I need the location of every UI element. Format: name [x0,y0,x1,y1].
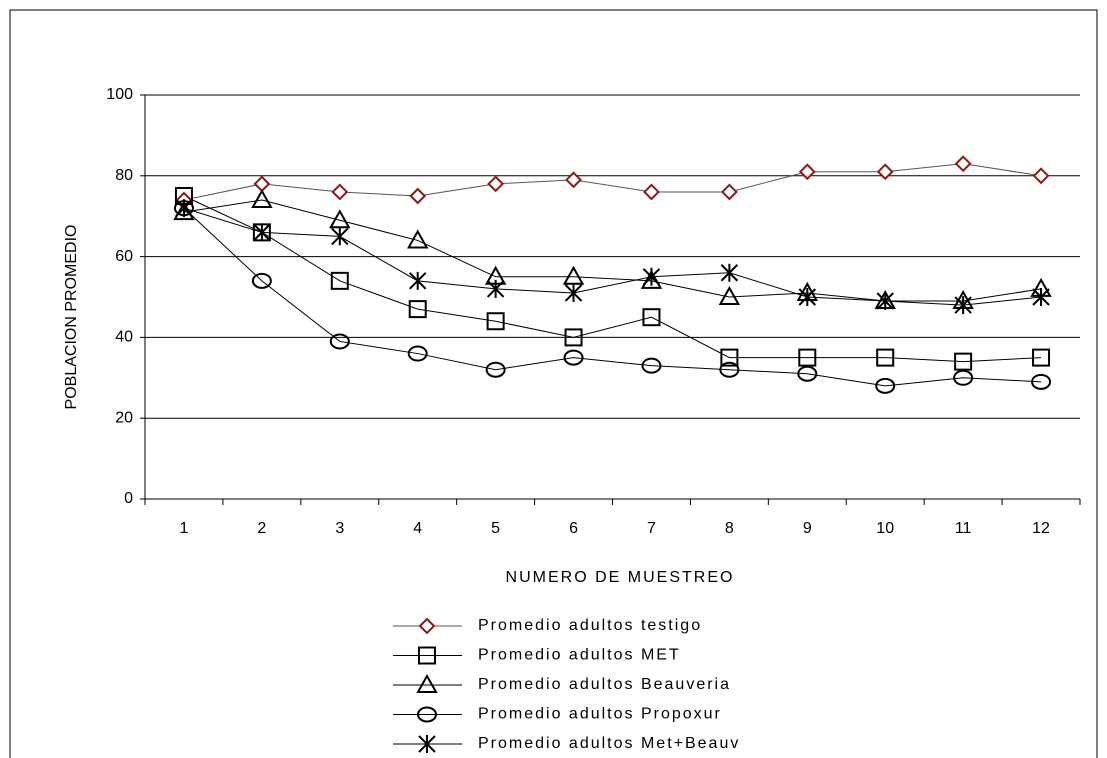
legend-label: Promedio adultos MET [478,647,681,664]
marker [954,352,973,371]
marker [798,348,817,367]
marker [718,285,741,305]
x-axis-label: NUMERO DE MUESTREO [506,569,735,586]
marker [798,288,816,306]
marker [408,300,427,319]
legend-label: Promedio adultos Beauveria [478,676,731,693]
y-tick-label: 80 [115,167,133,184]
marker [1032,288,1050,306]
y-tick-label: 20 [115,409,133,426]
legend-label: Promedio adultos testigo [478,617,702,634]
x-tick-label: 8 [725,520,734,537]
marker [876,163,894,181]
x-tick-label: 11 [955,520,972,537]
marker [486,279,505,298]
marker [798,163,816,181]
marker [954,296,972,315]
y-tick-label: 40 [115,329,133,346]
marker [173,201,195,221]
marker [642,267,661,286]
marker [954,155,972,173]
legend-label: Promedio adultos Propoxur [478,706,722,723]
marker [407,345,428,362]
marker [409,187,427,205]
marker [876,348,895,367]
marker [876,292,894,311]
marker [487,175,505,193]
marker [330,271,349,290]
marker [720,183,738,201]
series-line [183,207,1042,306]
marker [565,171,582,189]
marker [642,308,661,327]
x-tick-label: 9 [803,520,812,537]
marker [562,265,585,285]
x-tick-label: 3 [335,520,344,537]
marker [251,189,273,209]
marker [418,735,436,753]
y-tick-label: 60 [115,248,133,265]
x-tick-label: 2 [257,520,266,537]
series-line [183,199,1042,302]
x-tick-label: 10 [876,520,894,537]
marker [418,646,436,665]
y-tick-label: 100 [106,86,133,103]
chart-frame [9,9,1098,758]
marker [329,209,351,229]
marker [875,377,896,394]
marker [564,283,583,302]
legend-label: Promedio adultos Met+Beauv [478,735,740,752]
marker [953,369,974,386]
marker [640,269,663,289]
x-tick-label: 6 [569,520,578,537]
marker [720,348,739,367]
x-tick-label: 12 [1032,520,1050,537]
series-line [183,163,1042,201]
marker [331,227,349,246]
x-tick-label: 1 [180,520,189,537]
marker [797,365,818,382]
marker [418,617,436,635]
x-tick-label: 7 [647,520,656,537]
series-line [183,195,1042,363]
series-line [183,207,1042,387]
marker [485,361,506,378]
marker [1031,373,1052,390]
marker [641,357,662,374]
marker [563,349,584,366]
marker [1032,167,1050,185]
marker [406,229,429,249]
marker [175,199,193,218]
x-tick-label: 5 [491,520,500,537]
y-axis-label: POBLACION PROMEDIO [63,225,80,410]
marker [409,271,427,290]
marker [643,183,660,201]
marker [1032,348,1051,367]
marker [416,673,438,693]
marker [329,333,350,350]
x-tick-label: 4 [413,520,422,537]
marker [564,328,583,347]
y-tick-label: 0 [124,490,133,507]
marker [720,263,739,282]
marker [331,183,349,201]
marker [719,361,740,378]
marker [251,272,272,289]
marker [253,223,271,242]
marker [253,175,271,193]
marker [417,706,437,723]
marker [486,312,505,331]
